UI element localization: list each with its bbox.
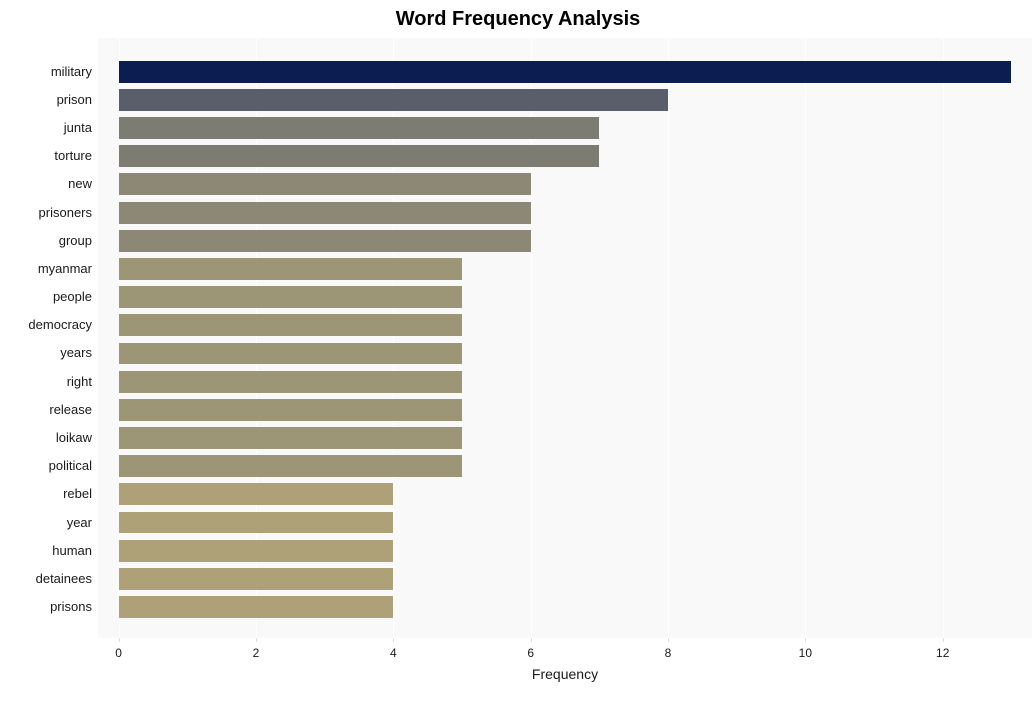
bar xyxy=(119,89,668,111)
x-tick-mark xyxy=(531,638,532,642)
x-tick-mark xyxy=(119,638,120,642)
x-tick-label: 4 xyxy=(390,646,397,660)
chart-title: Word Frequency Analysis xyxy=(0,8,1036,39)
bar xyxy=(119,399,462,421)
y-tick-label: people xyxy=(53,289,92,304)
bar xyxy=(119,596,394,618)
y-tick-label: group xyxy=(59,233,92,248)
gridline xyxy=(943,38,944,638)
bar xyxy=(119,427,462,449)
y-tick-label: prison xyxy=(57,92,92,107)
bar xyxy=(119,230,531,252)
bar xyxy=(119,343,462,365)
bar xyxy=(119,202,531,224)
x-axis-label: Frequency xyxy=(532,666,598,682)
x-tick-label: 6 xyxy=(527,646,534,660)
y-tick-label: prisoners xyxy=(39,205,92,220)
y-tick-label: new xyxy=(68,176,92,191)
bar xyxy=(119,540,394,562)
x-tick-label: 12 xyxy=(936,646,949,660)
bar xyxy=(119,483,394,505)
bar xyxy=(119,61,1012,83)
x-tick-mark xyxy=(668,638,669,642)
y-tick-label: right xyxy=(67,374,92,389)
bar xyxy=(119,455,462,477)
bar xyxy=(119,258,462,280)
gridline xyxy=(668,38,669,638)
y-tick-label: prisons xyxy=(50,599,92,614)
y-tick-label: loikaw xyxy=(56,430,92,445)
y-tick-label: human xyxy=(52,543,92,558)
y-tick-label: rebel xyxy=(63,486,92,501)
x-tick-label: 10 xyxy=(799,646,812,660)
x-tick-mark xyxy=(805,638,806,642)
bar xyxy=(119,117,600,139)
x-tick-mark xyxy=(393,638,394,642)
bar xyxy=(119,512,394,534)
y-tick-label: year xyxy=(67,515,92,530)
y-tick-label: junta xyxy=(64,120,92,135)
bar xyxy=(119,145,600,167)
y-tick-label: political xyxy=(49,458,92,473)
y-tick-label: military xyxy=(51,64,92,79)
bar xyxy=(119,173,531,195)
bar xyxy=(119,286,462,308)
gridline xyxy=(805,38,806,638)
x-tick-label: 8 xyxy=(665,646,672,660)
bar xyxy=(119,371,462,393)
x-tick-label: 2 xyxy=(253,646,260,660)
bar xyxy=(119,314,462,336)
y-tick-label: torture xyxy=(54,148,92,163)
x-tick-label: 0 xyxy=(115,646,122,660)
plot-area: 024681012Frequency xyxy=(98,38,1032,638)
x-tick-mark xyxy=(256,638,257,642)
y-tick-label: myanmar xyxy=(38,261,92,276)
chart-container: Word Frequency Analysis 024681012Frequen… xyxy=(0,0,1036,701)
x-tick-mark xyxy=(943,638,944,642)
y-tick-label: release xyxy=(49,402,92,417)
bar xyxy=(119,568,394,590)
y-tick-label: years xyxy=(60,345,92,360)
y-tick-label: detainees xyxy=(36,571,92,586)
y-tick-label: democracy xyxy=(28,317,92,332)
